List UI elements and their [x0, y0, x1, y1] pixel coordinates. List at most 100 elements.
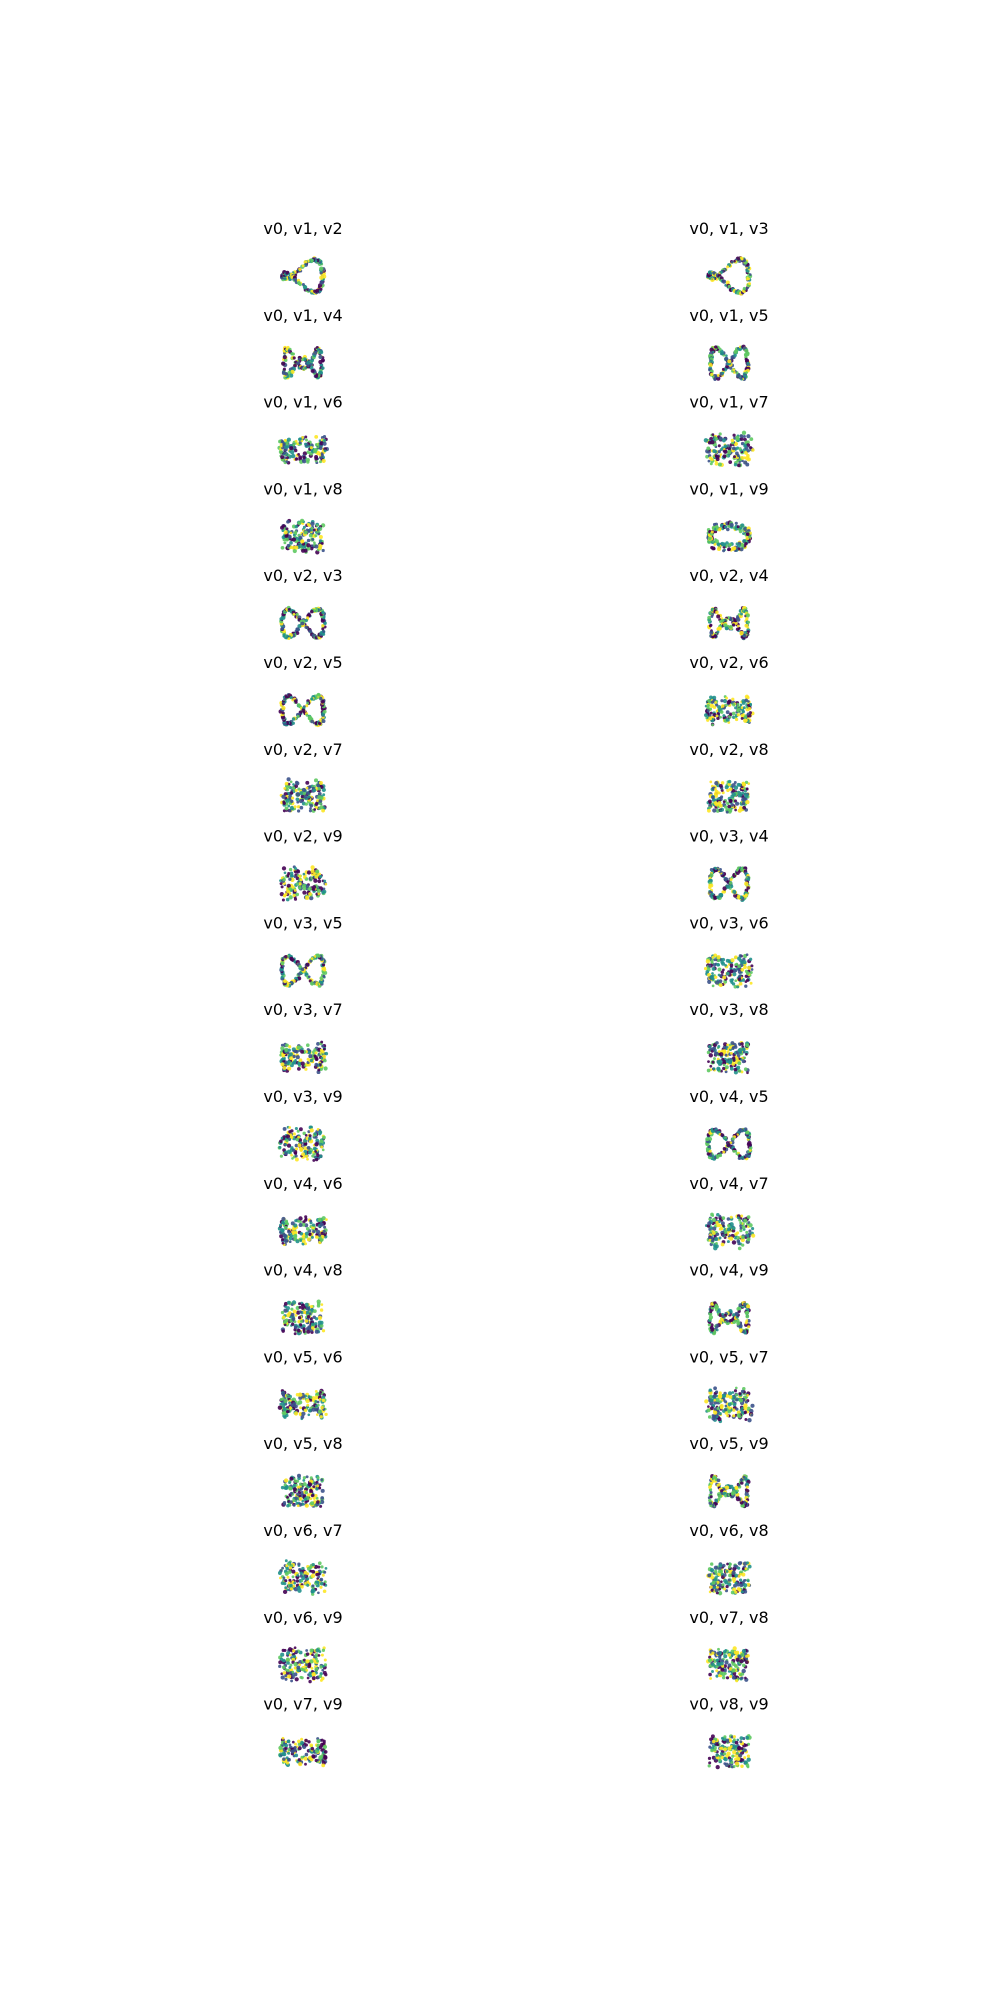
scatter-point: [704, 1399, 709, 1404]
scatter-point: [298, 1216, 303, 1221]
scatter-point: [305, 1327, 309, 1331]
scatter-point: [722, 889, 726, 894]
scatter-point: [741, 801, 746, 806]
scatter-point: [300, 1415, 305, 1419]
scatter-point: [708, 624, 712, 628]
scatter-point: [317, 806, 322, 811]
scatter-point: [313, 1322, 318, 1326]
scatter-point: [715, 610, 719, 614]
scatter-point: [319, 363, 323, 367]
scatter-point: [712, 1231, 716, 1236]
scatter-point: [290, 450, 295, 455]
scatter-point: [734, 706, 738, 710]
scatter-point: [314, 435, 319, 439]
scatter-point: [732, 433, 736, 437]
scatter-point: [729, 809, 733, 813]
scatter-point: [298, 798, 304, 804]
scatter-point: [748, 273, 752, 276]
scatter-point: [719, 892, 724, 898]
scatter-point: [282, 633, 286, 637]
scatter-point: [732, 715, 736, 719]
scatter-point: [722, 975, 727, 980]
scatter-point: [310, 609, 314, 614]
scatter-point: [317, 1591, 320, 1595]
scatter-point: [288, 1566, 292, 1570]
scatter-point: [734, 1386, 738, 1390]
scatter-point: [719, 974, 723, 978]
scatter-point: [318, 1154, 323, 1159]
scatter-panel: v0, v5, v8: [263, 1434, 343, 1508]
scatter-point: [297, 1143, 302, 1148]
scatter-point: [708, 1315, 714, 1320]
scatter-point: [745, 953, 749, 957]
scatter-point: [736, 459, 740, 463]
scatter-point: [729, 522, 734, 528]
panel-title: v0, v2, v9: [263, 827, 342, 846]
scatter-point: [309, 1125, 313, 1129]
scatter-point: [314, 544, 319, 549]
scatter-point: [718, 1059, 723, 1064]
scatter-point: [744, 1310, 749, 1316]
scatter-point: [733, 785, 739, 790]
scatter-point: [737, 626, 741, 630]
scatter-point: [281, 1241, 285, 1245]
scatter-point: [292, 1584, 296, 1588]
scatter-point: [720, 960, 724, 964]
scatter-point: [304, 1500, 308, 1504]
scatter-point: [740, 706, 744, 710]
scatter-point: [722, 698, 727, 704]
scatter-point: [721, 1233, 725, 1237]
scatter-point: [314, 805, 319, 810]
scatter-point: [290, 369, 295, 375]
scatter-point: [725, 541, 729, 545]
scatter-point: [318, 446, 323, 450]
panel-title: v0, v5, v6: [263, 1347, 342, 1366]
scatter-panel: v0, v3, v9: [263, 1087, 343, 1162]
scatter-point: [318, 1409, 322, 1414]
scatter-point: [316, 888, 321, 893]
scatter-point: [726, 1050, 730, 1054]
scatter-point: [736, 437, 740, 441]
scatter-point: [713, 1046, 717, 1050]
scatter-point: [305, 895, 310, 900]
scatter-point: [307, 795, 310, 799]
scatter-point: [726, 1414, 730, 1418]
scatter-point: [294, 700, 298, 704]
scatter-point: [732, 368, 736, 372]
scatter-point: [737, 791, 742, 796]
scatter-point: [284, 534, 289, 538]
scatter-point: [711, 798, 716, 802]
scatter-point: [748, 1223, 753, 1228]
scatter-point: [301, 1324, 306, 1328]
scatter-point: [302, 1131, 306, 1136]
scatter-point: [309, 1476, 313, 1480]
scatter-point: [293, 1411, 299, 1416]
scatter-point: [295, 1137, 300, 1142]
scatter-point: [742, 286, 747, 291]
scatter-point: [322, 974, 326, 978]
scatter-point: [721, 367, 725, 371]
scatter-point: [737, 1483, 741, 1487]
scatter-point: [727, 1402, 732, 1407]
scatter-point: [747, 1418, 752, 1423]
scatter-point: [323, 439, 327, 442]
scatter-point: [711, 1226, 717, 1231]
scatter-point: [303, 530, 308, 535]
scatter-point: [732, 703, 736, 707]
scatter-point: [744, 980, 748, 983]
scatter-point: [709, 873, 714, 878]
scatter-panel: v0, v5, v7: [689, 1347, 769, 1424]
scatter-point: [734, 717, 739, 722]
scatter-point: [287, 1570, 292, 1574]
scatter-point: [724, 805, 728, 809]
scatter-point: [320, 699, 325, 704]
scatter-point: [733, 463, 738, 467]
scatter-point: [281, 711, 285, 715]
scatter-point: [320, 452, 324, 456]
scatter-point: [319, 280, 324, 285]
scatter-panel: v0, v1, v5: [689, 306, 769, 381]
scatter-point: [727, 1410, 731, 1414]
scatter-point: [293, 875, 297, 879]
scatter-point: [300, 1579, 304, 1583]
scatter-point: [282, 1589, 288, 1595]
